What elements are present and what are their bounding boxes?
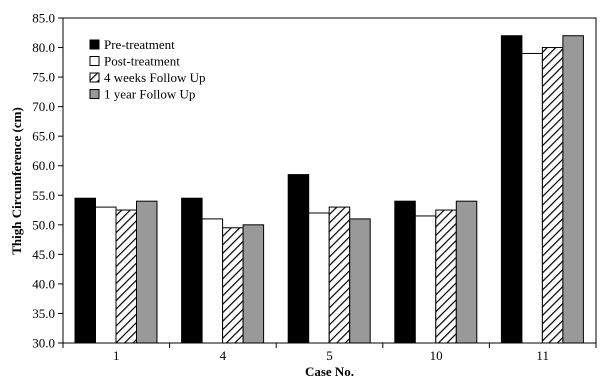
bars-layer xyxy=(74,35,584,344)
bar xyxy=(328,206,351,344)
y-tick-label: 40.0 xyxy=(32,276,55,291)
legend-label: Post-treatment xyxy=(104,54,180,69)
bar xyxy=(115,209,137,344)
legend-swatch xyxy=(89,72,100,83)
bar xyxy=(435,209,457,344)
y-tick-label: 75.0 xyxy=(32,70,55,85)
bar xyxy=(287,174,310,344)
x-tick-label: 4 xyxy=(220,348,227,363)
bar xyxy=(414,215,437,344)
bar xyxy=(500,35,523,344)
y-axis: 30.0 35.0 40.0 45.0 50.0 55.0 60.0 65.0 70.0 75.0… xyxy=(32,11,63,351)
bar xyxy=(136,200,158,344)
bar xyxy=(541,47,564,344)
bar xyxy=(562,35,584,344)
bar xyxy=(521,52,543,344)
x-tick-label: 10 xyxy=(430,348,443,363)
y-tick-label: 50.0 xyxy=(32,217,55,232)
y-tick-label: 80.0 xyxy=(32,40,55,55)
bar xyxy=(242,224,265,344)
bar xyxy=(222,227,244,344)
y-tick-label: 35.0 xyxy=(32,306,55,321)
y-tick-label: 45.0 xyxy=(32,247,55,262)
x-tick-label: 5 xyxy=(326,348,333,363)
y-tick-label: 70.0 xyxy=(32,99,55,114)
legend-swatch xyxy=(89,56,100,66)
x-axis-title: Case No. xyxy=(305,364,354,379)
y-tick-label: 85.0 xyxy=(32,11,55,26)
legend-swatch xyxy=(89,89,100,99)
bar xyxy=(349,218,371,344)
legend-label: Pre-treatment xyxy=(104,37,175,52)
bar xyxy=(181,197,203,344)
bar xyxy=(74,197,96,344)
y-axis-title: Thigh Circumference (cm) xyxy=(9,107,24,255)
bar xyxy=(308,212,330,344)
y-tick-label: 60.0 xyxy=(32,158,55,173)
bar xyxy=(394,200,416,344)
bar xyxy=(201,218,224,344)
legend-swatch xyxy=(89,39,100,50)
y-tick-label: 65.0 xyxy=(32,129,55,144)
y-tick-label: 30.0 xyxy=(32,336,55,351)
bar xyxy=(95,206,117,344)
x-axis: 1 4 5 10 11 xyxy=(62,343,597,363)
bar xyxy=(455,200,478,344)
x-tick-label: 11 xyxy=(536,348,549,363)
y-tick-label: 55.0 xyxy=(32,188,55,203)
legend-label: 4 weeks Follow Up xyxy=(104,70,205,85)
x-tick-label: 1 xyxy=(113,348,120,363)
plot-frame xyxy=(62,17,597,344)
legend-label: 1 year Follow Up xyxy=(104,87,195,102)
